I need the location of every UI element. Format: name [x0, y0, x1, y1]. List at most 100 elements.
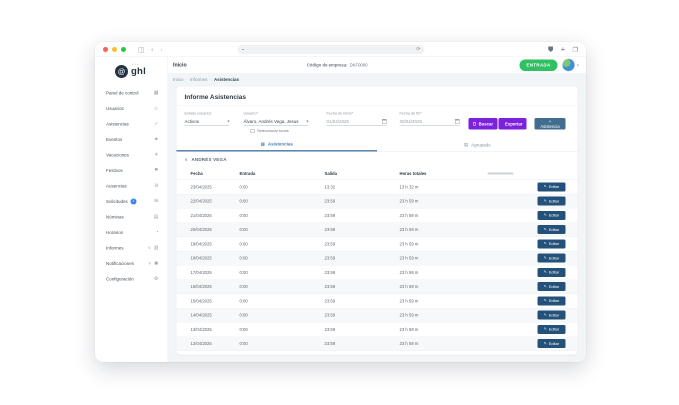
vacations-icon: ☀ [154, 151, 159, 158]
sidebar-item-configuracion[interactable]: Configuración ⚙ [95, 271, 168, 287]
sidebar-item-eventos[interactable]: Eventos ★ [95, 132, 168, 148]
usuario-select[interactable]: Álvaro, Andrés Vega, Jesus ▾ [243, 117, 309, 126]
edit-button[interactable]: ✎ Editar [537, 310, 566, 320]
edit-label: Editar [548, 298, 560, 304]
avatar-chevron-down-icon[interactable]: ▾ [576, 62, 579, 68]
forward-icon[interactable]: › [160, 45, 163, 53]
app-logo[interactable]: @ ghl [95, 61, 168, 85]
sidebar-item-icons: ∨ ▥ [148, 245, 159, 250]
sidebar-item-icons: ✓ [154, 121, 158, 126]
main-area: Inicio Código de empresa: DKF0090 ENTRADA… [168, 57, 586, 362]
sidebar-item-ausencias[interactable]: Ausencias ⊘ [95, 178, 168, 194]
tabs-bar: ▦ Asistencias ▤ Agrupado [176, 138, 578, 152]
usuario-label: Usuario* [243, 111, 258, 116]
cell-entrada: 0:00 [239, 269, 248, 275]
fecha-inicio-input[interactable]: 01/04/2025 [326, 117, 387, 126]
sidebar-item-informes[interactable]: Informes ∨ ▥ [95, 240, 168, 256]
extension-shield-icon[interactable] [548, 46, 554, 52]
cell-actions: ✎ Editar [525, 182, 578, 192]
sidebar-item-icons: ⊘ [154, 183, 158, 188]
cell-salida: 13:32 [324, 184, 336, 190]
edit-button[interactable]: ✎ Editar [537, 182, 566, 192]
edit-label: Editar [548, 198, 560, 204]
sidebar-item-label: Asistencias [106, 121, 129, 127]
tab-overview-icon[interactable]: ❐ [572, 45, 578, 53]
edit-button[interactable]: ✎ Editar [537, 282, 566, 292]
reports-icon: ▥ [153, 244, 159, 251]
pencil-icon: ✎ [543, 227, 547, 232]
new-tab-icon[interactable]: + [560, 45, 566, 54]
select-all-checkbox[interactable] [250, 128, 255, 133]
breadcrumb-inicio[interactable]: Inicio [173, 77, 184, 82]
sidebar-item-solicitudes[interactable]: Solicitudes 1 ✉ [95, 194, 168, 210]
header-fecha: Fecha [190, 170, 203, 176]
sidebar-item-notificaciones[interactable]: Notificaciones ∨ ◉ [95, 256, 168, 272]
edit-button[interactable]: ✎ Editar [537, 239, 566, 249]
avatar[interactable] [561, 58, 575, 72]
edit-button[interactable]: ✎ Editar [537, 253, 566, 263]
sidebar-item-festivos[interactable]: Festivos ⚑ [95, 163, 168, 179]
entrada-button[interactable]: ENTRADA [519, 59, 558, 71]
cell-fecha: 21/04/2025 [190, 212, 212, 218]
chevron-down-icon: ∨ [148, 261, 152, 266]
cell-entrada: 0:00 [239, 326, 248, 332]
tab-asistencias[interactable]: ▦ Asistencias [176, 138, 377, 152]
sidebar-item-icons: ⚙ [154, 276, 158, 281]
address-bar[interactable]: ◒ ⟳ [237, 44, 425, 54]
exportar-button[interactable]: Exportar [498, 118, 527, 130]
cell-salida: 23:59 [324, 284, 336, 290]
cell-fecha: 23/04/2025 [190, 184, 212, 190]
cell-horas: 23 h 59 m [399, 255, 419, 261]
sidebar-item-asistencias[interactable]: Asistencias ✓ [95, 116, 168, 132]
attendance-icon: ✓ [154, 120, 159, 127]
sidebar-item-nominas[interactable]: Nóminas ▤ [95, 209, 168, 225]
edit-button[interactable]: ✎ Editar [537, 210, 566, 220]
estado-usuarios-select[interactable]: Activos ▾ [184, 117, 230, 126]
back-icon[interactable]: ‹ [151, 45, 154, 53]
cell-entrada: 0:00 [239, 341, 248, 347]
sidebar-item-usuarios[interactable]: Usuarios ☺ [95, 101, 168, 117]
app-frame: @ ghl Panel de control ▦ Usuarios ☺ Asistenc… [95, 57, 586, 362]
close-window-button[interactable] [103, 46, 108, 52]
table-scrollbar[interactable] [487, 172, 514, 175]
sidebar-item-label: Configuración [106, 276, 134, 282]
edit-button[interactable]: ✎ Editar [537, 225, 566, 235]
cell-horas: 23 h 59 m [399, 241, 419, 247]
edit-button[interactable]: ✎ Editar [537, 267, 566, 277]
add-asistencia-button[interactable]: + Asistencia [534, 118, 566, 130]
page-title: Informe Asistencias [176, 87, 578, 106]
edit-button[interactable]: ✎ Editar [537, 296, 566, 306]
topbar-section-title: Inicio [173, 62, 187, 68]
tab-agrupado[interactable]: ▤ Agrupado [463, 142, 491, 148]
edit-label: Editar [548, 227, 560, 232]
sidebar-item-panel-de-control[interactable]: Panel de control ▦ [95, 85, 168, 101]
cell-salida: 23:59 [324, 227, 336, 233]
breadcrumb-informes[interactable]: Informes [190, 77, 208, 82]
pencil-icon: ✎ [543, 341, 547, 346]
fecha-fin-input[interactable]: 30/04/2025 [399, 117, 460, 126]
maximize-window-button[interactable] [121, 46, 126, 52]
dashboard-icon: ▦ [153, 89, 159, 96]
reload-icon[interactable]: ⟳ [416, 46, 421, 52]
edit-button[interactable]: ✎ Editar [537, 339, 566, 349]
sidebar-item-vacaciones[interactable]: Vacaciones ☀ [95, 147, 168, 163]
edit-label: Editar [548, 284, 560, 289]
edit-button[interactable]: ✎ Editar [537, 324, 566, 334]
cell-actions: ✎ Editar [525, 225, 578, 235]
user-group-accordion[interactable]: ∨ ANDRÉS VEGA [177, 152, 578, 167]
chevron-down-icon: ▾ [306, 119, 309, 124]
sidebar-item-horarios[interactable]: Horarios ◔ [95, 225, 168, 241]
cell-actions: ✎ Editar [525, 339, 578, 349]
calendar-icon[interactable] [382, 118, 387, 124]
cell-actions: ✎ Editar [525, 239, 578, 249]
browser-sidebar-icon[interactable]: ◫ [138, 45, 145, 53]
sidebar-item-icons: ★ [154, 137, 158, 142]
buscar-button[interactable]: Buscar [468, 118, 498, 130]
fecha-fin-label: Fecha de fin* [399, 111, 422, 116]
cell-horas: 23 h 59 m [399, 326, 419, 332]
edit-button[interactable]: ✎ Editar [537, 196, 566, 206]
calendar-icon[interactable] [455, 118, 460, 124]
cell-horas: 23 h 59 m [399, 312, 419, 318]
titlebar-actions: + ❐ [548, 45, 578, 54]
minimize-window-button[interactable] [112, 46, 117, 52]
